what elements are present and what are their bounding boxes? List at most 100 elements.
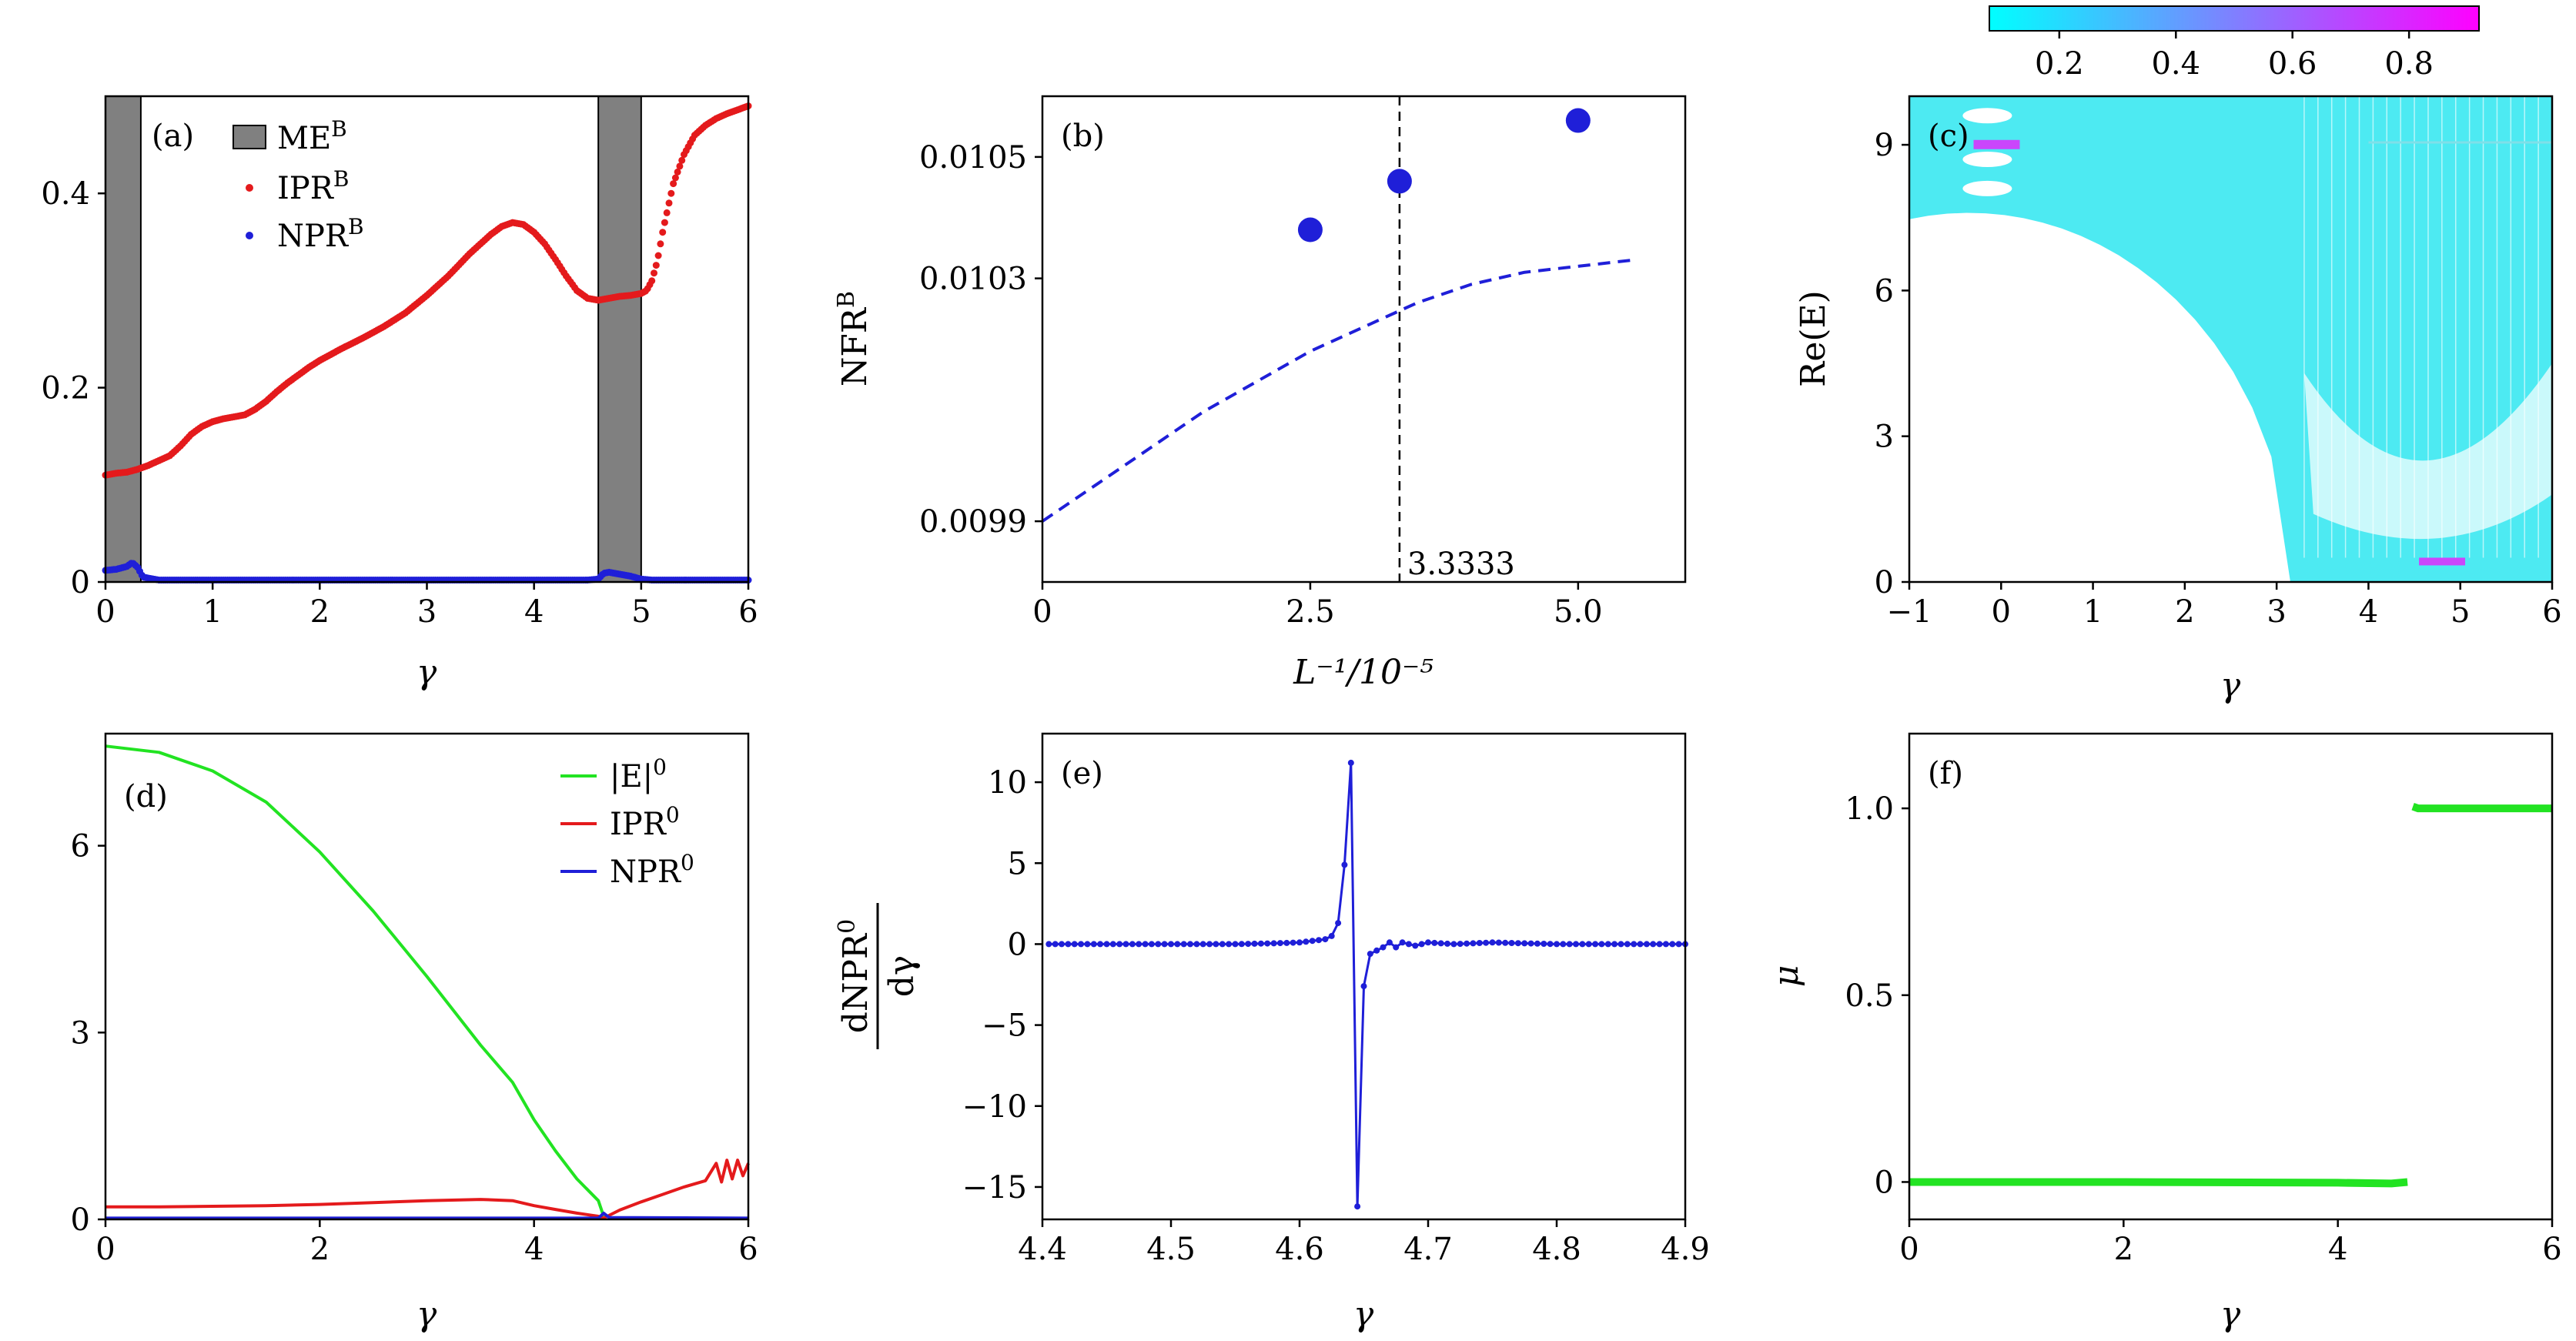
derivative-point	[1450, 941, 1457, 948]
derivative-point	[1624, 941, 1631, 948]
panel-label-d: (d)	[124, 779, 168, 814]
panel-label-f: (f)	[1928, 756, 1963, 791]
derivative-point	[1592, 941, 1599, 948]
a-xtick-label: 5	[631, 594, 651, 630]
xlabel-a: γ	[417, 653, 437, 692]
derivative-point	[1360, 983, 1367, 990]
derivative-point	[1290, 939, 1296, 946]
f-ytick-label: 0	[1875, 1165, 1894, 1200]
derivative-point	[1386, 939, 1393, 946]
e-xtick-label: 4.9	[1661, 1232, 1710, 1267]
derivative-point	[1508, 940, 1515, 946]
legend-a-label-npr: NPRB	[277, 214, 364, 254]
data-point	[1387, 169, 1412, 194]
legend-a-marker-npr	[246, 232, 253, 239]
derivative-point	[1052, 941, 1059, 948]
e-ytick-label: 0	[1008, 927, 1027, 962]
legend-a: MEB IPRB NPRB	[233, 116, 364, 254]
derivative-point	[1541, 941, 1547, 947]
a-xtick-label: 0	[95, 594, 115, 630]
legend-d-label-npr: NPR0	[610, 850, 694, 890]
e-ytick-label: −5	[982, 1008, 1027, 1044]
c-xtick-label: 6	[2542, 594, 2561, 630]
d-xtick-label: 6	[738, 1232, 758, 1267]
xlabel-b: L⁻¹/10⁻⁵	[1293, 653, 1434, 692]
ylabel-c: Re(E)	[1794, 290, 1833, 387]
b-xtick-label: 2.5	[1286, 594, 1335, 630]
c-xtick-label: 4	[2359, 594, 2378, 630]
derivative-point	[1566, 941, 1573, 948]
derivative-point	[1637, 941, 1644, 948]
legend-d-label-e: |E|0	[610, 754, 667, 794]
derivative-point	[1502, 939, 1509, 946]
xlabel-e: γ	[1353, 1295, 1374, 1334]
legend-d: |E|0 IPR0 NPR0	[560, 754, 694, 890]
a-xtick-label: 4	[524, 594, 544, 630]
c-ytick-label: 9	[1875, 128, 1894, 163]
derivative-point	[1662, 941, 1669, 948]
legend-a-marker-ipr	[246, 184, 253, 192]
spectrum-gap	[2303, 363, 2552, 540]
panel-label-e: (e)	[1061, 756, 1103, 791]
derivative-point	[1425, 939, 1431, 946]
a-ytick-label: 0.2	[41, 371, 90, 406]
derivative-point	[1560, 941, 1567, 948]
ipr-point	[661, 219, 668, 226]
colorbar-c: 0.2 0.4 0.6 0.8	[1989, 5, 2480, 82]
ipr-point	[659, 229, 667, 236]
legend-a-label-ipr: IPRB	[277, 166, 349, 206]
panel-label-b: (b)	[1061, 119, 1105, 154]
derivative-point	[1136, 941, 1142, 948]
derivative-point	[1116, 941, 1123, 948]
ipr-point	[667, 189, 675, 197]
ylabel-b: NFRB	[833, 291, 875, 386]
panel-d: 0 2 4 6 0 3 6	[71, 732, 758, 1267]
derivative-point	[1399, 939, 1406, 946]
ipr-point	[663, 209, 671, 216]
derivative-point	[1354, 1203, 1361, 1210]
derivative-point	[1226, 941, 1233, 948]
derivative-point	[1514, 940, 1521, 947]
derivative-point	[1276, 940, 1283, 947]
ipr-point	[654, 252, 662, 259]
vline-label: 3.3333	[1407, 547, 1515, 582]
derivative-point	[1573, 941, 1579, 948]
derivative-point	[1604, 941, 1611, 948]
derivative-point	[1206, 941, 1213, 948]
derivative-point	[1611, 941, 1618, 948]
e-xtick-label: 4.5	[1146, 1232, 1196, 1267]
derivative-point	[1245, 941, 1252, 948]
ipr-point	[651, 269, 657, 277]
data-point	[1297, 217, 1323, 242]
a-xtick-label: 6	[738, 594, 758, 630]
derivative-point	[1341, 861, 1348, 868]
derivative-point	[1618, 941, 1624, 948]
f-xtick-label: 4	[2328, 1232, 2347, 1267]
colorbar-tick-label: 0.6	[2268, 46, 2317, 82]
derivative-point	[1444, 940, 1450, 947]
high-ipr-region	[2419, 557, 2466, 566]
derivative-point	[1489, 939, 1496, 946]
a-ytick-label: 0.4	[41, 176, 90, 212]
derivative-point	[1257, 940, 1264, 947]
derivative-point	[1643, 941, 1650, 948]
b-ytick-label: 0.0105	[919, 140, 1027, 176]
c-ytick-label: 0	[1875, 565, 1894, 600]
spectrum-hole	[1962, 152, 2012, 168]
colorbar-gradient	[1989, 5, 2480, 32]
derivative-point	[1232, 941, 1239, 948]
ipr-point	[648, 277, 656, 285]
fit-curve	[1041, 259, 1632, 523]
ylabel-f: μ	[1767, 965, 1806, 988]
e-ytick-label: −15	[962, 1170, 1027, 1206]
a-xtick-label: 2	[310, 594, 330, 630]
derivative-point	[1090, 941, 1097, 948]
panel-e: 4.4 4.5 4.6 4.7 4.8 4.9 −15 −10 −5 0 5 10	[962, 732, 1710, 1267]
derivative-point	[1296, 939, 1303, 946]
derivative-point	[1328, 932, 1335, 939]
ipr-point	[671, 174, 679, 182]
derivative-point	[1412, 942, 1419, 949]
f-xtick-label: 6	[2542, 1232, 2561, 1267]
c-ytick-label: 3	[1875, 420, 1894, 455]
